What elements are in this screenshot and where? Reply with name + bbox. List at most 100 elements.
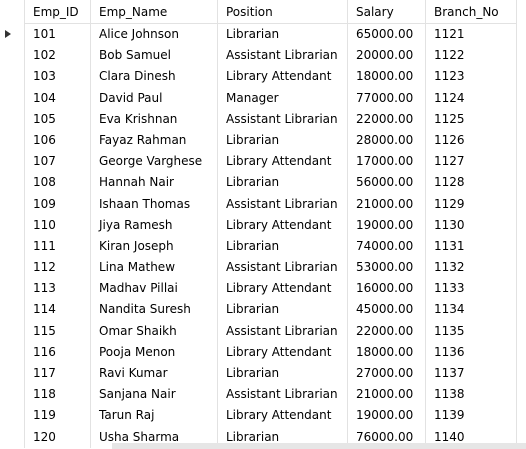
cell-position[interactable]: Assistant Librarian [218, 193, 348, 215]
row-selector[interactable] [0, 405, 25, 427]
cell-position[interactable]: Assistant Librarian [218, 45, 348, 67]
cell-salary[interactable]: 65000.00 [348, 24, 426, 46]
cell-salary[interactable]: 16000.00 [348, 278, 426, 300]
cell-branch-no[interactable]: 1128 [426, 172, 517, 194]
table-row[interactable]: 117 Ravi Kumar Librarian 27000.00 1137 [0, 363, 526, 385]
table-row[interactable]: 114 Nandita Suresh Librarian 45000.00 1134 [0, 299, 526, 321]
cell-emp-name[interactable]: Madhav Pillai [91, 278, 218, 300]
table-row[interactable]: 110 Jiya Ramesh Library Attendant 19000.00 1… [0, 214, 526, 236]
cell-position[interactable]: Librarian [218, 235, 348, 258]
cell-branch-no[interactable]: 1139 [426, 405, 517, 427]
row-selector[interactable] [0, 278, 25, 300]
cell-branch-no[interactable]: 1127 [426, 151, 517, 173]
row-selector[interactable] [0, 108, 25, 130]
cell-emp-name[interactable]: Pooja Menon [91, 341, 218, 363]
cell-salary[interactable]: 45000.00 [348, 299, 426, 321]
cell-position[interactable]: Librarian [218, 299, 348, 321]
table-row[interactable]: 120 Usha Sharma Librarian 76000.00 1140 [0, 426, 526, 448]
cell-salary[interactable]: 21000.00 [348, 193, 426, 215]
row-selector[interactable] [0, 384, 25, 406]
table-row[interactable]: 106 Fayaz Rahman Librarian 28000.00 1126 [0, 129, 526, 152]
table-row[interactable]: 119 Tarun Raj Library Attendant 19000.00 113… [0, 405, 526, 427]
cell-emp-id[interactable]: 118 [25, 384, 91, 406]
cell-emp-id[interactable]: 101 [25, 24, 91, 46]
table-row[interactable]: 105 Eva Krishnan Assistant Librarian 22000.… [0, 108, 526, 130]
cell-position[interactable]: Library Attendant [218, 151, 348, 173]
cell-branch-no[interactable]: 1125 [426, 108, 517, 130]
row-selector[interactable] [0, 363, 25, 385]
cell-emp-name[interactable]: Omar Shaikh [91, 320, 218, 342]
cell-position[interactable]: Librarian [218, 426, 348, 448]
row-selector[interactable] [0, 257, 25, 279]
cell-emp-id[interactable]: 105 [25, 108, 91, 130]
table-row[interactable]: 101 Alice Johnson Librarian 65000.00 1121 [0, 24, 526, 46]
cell-emp-name[interactable]: Fayaz Rahman [91, 129, 218, 152]
row-selector[interactable] [0, 193, 25, 215]
table-row[interactable]: 115 Omar Shaikh Assistant Librarian 22000.0… [0, 320, 526, 342]
row-selector[interactable] [0, 87, 25, 109]
table-row[interactable]: 118 Sanjana Nair Assistant Librarian 21000.… [0, 384, 526, 406]
cell-emp-name[interactable]: Tarun Raj [91, 405, 218, 427]
cell-branch-no[interactable]: 1131 [426, 235, 517, 258]
cell-branch-no[interactable]: 1123 [426, 66, 517, 88]
cell-emp-name[interactable]: Bob Samuel [91, 45, 218, 67]
cell-emp-id[interactable]: 113 [25, 278, 91, 300]
row-selector[interactable] [0, 426, 25, 448]
column-header-position[interactable]: Position [218, 0, 348, 24]
cell-salary[interactable]: 56000.00 [348, 172, 426, 194]
row-selector[interactable] [0, 341, 25, 363]
cell-branch-no[interactable]: 1137 [426, 363, 517, 385]
cell-branch-no[interactable]: 1122 [426, 45, 517, 67]
row-selector[interactable] [0, 320, 25, 342]
table-row[interactable]: 111 Kiran Joseph Librarian 74000.00 1131 [0, 235, 526, 258]
cell-emp-name[interactable]: Usha Sharma [91, 426, 218, 448]
cell-salary[interactable]: 74000.00 [348, 235, 426, 258]
cell-emp-name[interactable]: Clara Dinesh [91, 66, 218, 88]
cell-branch-no[interactable]: 1121 [426, 24, 517, 46]
cell-branch-no[interactable]: 1140 [426, 426, 517, 448]
column-header-salary[interactable]: Salary [348, 0, 426, 24]
cell-branch-no[interactable]: 1136 [426, 341, 517, 363]
cell-salary[interactable]: 27000.00 [348, 363, 426, 385]
row-selector[interactable] [0, 129, 25, 152]
cell-emp-id[interactable]: 108 [25, 172, 91, 194]
cell-salary[interactable]: 22000.00 [348, 108, 426, 130]
cell-branch-no[interactable]: 1126 [426, 129, 517, 152]
cell-salary[interactable]: 77000.00 [348, 87, 426, 109]
table-row[interactable]: 112 Lina Mathew Assistant Librarian 53000.0… [0, 257, 526, 279]
cell-position[interactable]: Library Attendant [218, 278, 348, 300]
cell-branch-no[interactable]: 1129 [426, 193, 517, 215]
cell-branch-no[interactable]: 1124 [426, 87, 517, 109]
cell-position[interactable]: Library Attendant [218, 214, 348, 236]
cell-branch-no[interactable]: 1132 [426, 257, 517, 279]
cell-position[interactable]: Librarian [218, 363, 348, 385]
table-row[interactable]: 103 Clara Dinesh Library Attendant 18000.00… [0, 66, 526, 88]
horizontal-scrollbar[interactable] [112, 443, 526, 449]
row-selector[interactable] [0, 151, 25, 173]
table-row[interactable]: 116 Pooja Menon Library Attendant 18000.00 1… [0, 341, 526, 363]
cell-salary[interactable]: 22000.00 [348, 320, 426, 342]
row-selector[interactable] [0, 235, 25, 258]
cell-emp-id[interactable]: 103 [25, 66, 91, 88]
cell-salary[interactable]: 17000.00 [348, 151, 426, 173]
cell-emp-id[interactable]: 114 [25, 299, 91, 321]
cell-position[interactable]: Library Attendant [218, 66, 348, 88]
column-header-emp-id[interactable]: Emp_ID [25, 0, 91, 24]
cell-emp-id[interactable]: 120 [25, 426, 91, 448]
cell-position[interactable]: Assistant Librarian [218, 384, 348, 406]
cell-emp-name[interactable]: Lina Mathew [91, 257, 218, 279]
column-header-emp-name[interactable]: Emp_Name [91, 0, 218, 24]
cell-emp-id[interactable]: 106 [25, 129, 91, 152]
cell-branch-no[interactable]: 1133 [426, 278, 517, 300]
cell-emp-id[interactable]: 119 [25, 405, 91, 427]
cell-emp-name[interactable]: Nandita Suresh [91, 299, 218, 321]
cell-emp-id[interactable]: 109 [25, 193, 91, 215]
cell-emp-name[interactable]: George Varghese [91, 151, 218, 173]
row-selector[interactable] [0, 299, 25, 321]
cell-position[interactable]: Librarian [218, 24, 348, 46]
row-selector[interactable] [0, 214, 25, 236]
cell-emp-id[interactable]: 110 [25, 214, 91, 236]
table-row[interactable]: 109 Ishaan Thomas Assistant Librarian 21000… [0, 193, 526, 215]
cell-emp-id[interactable]: 102 [25, 45, 91, 67]
cell-emp-name[interactable]: Sanjana Nair [91, 384, 218, 406]
